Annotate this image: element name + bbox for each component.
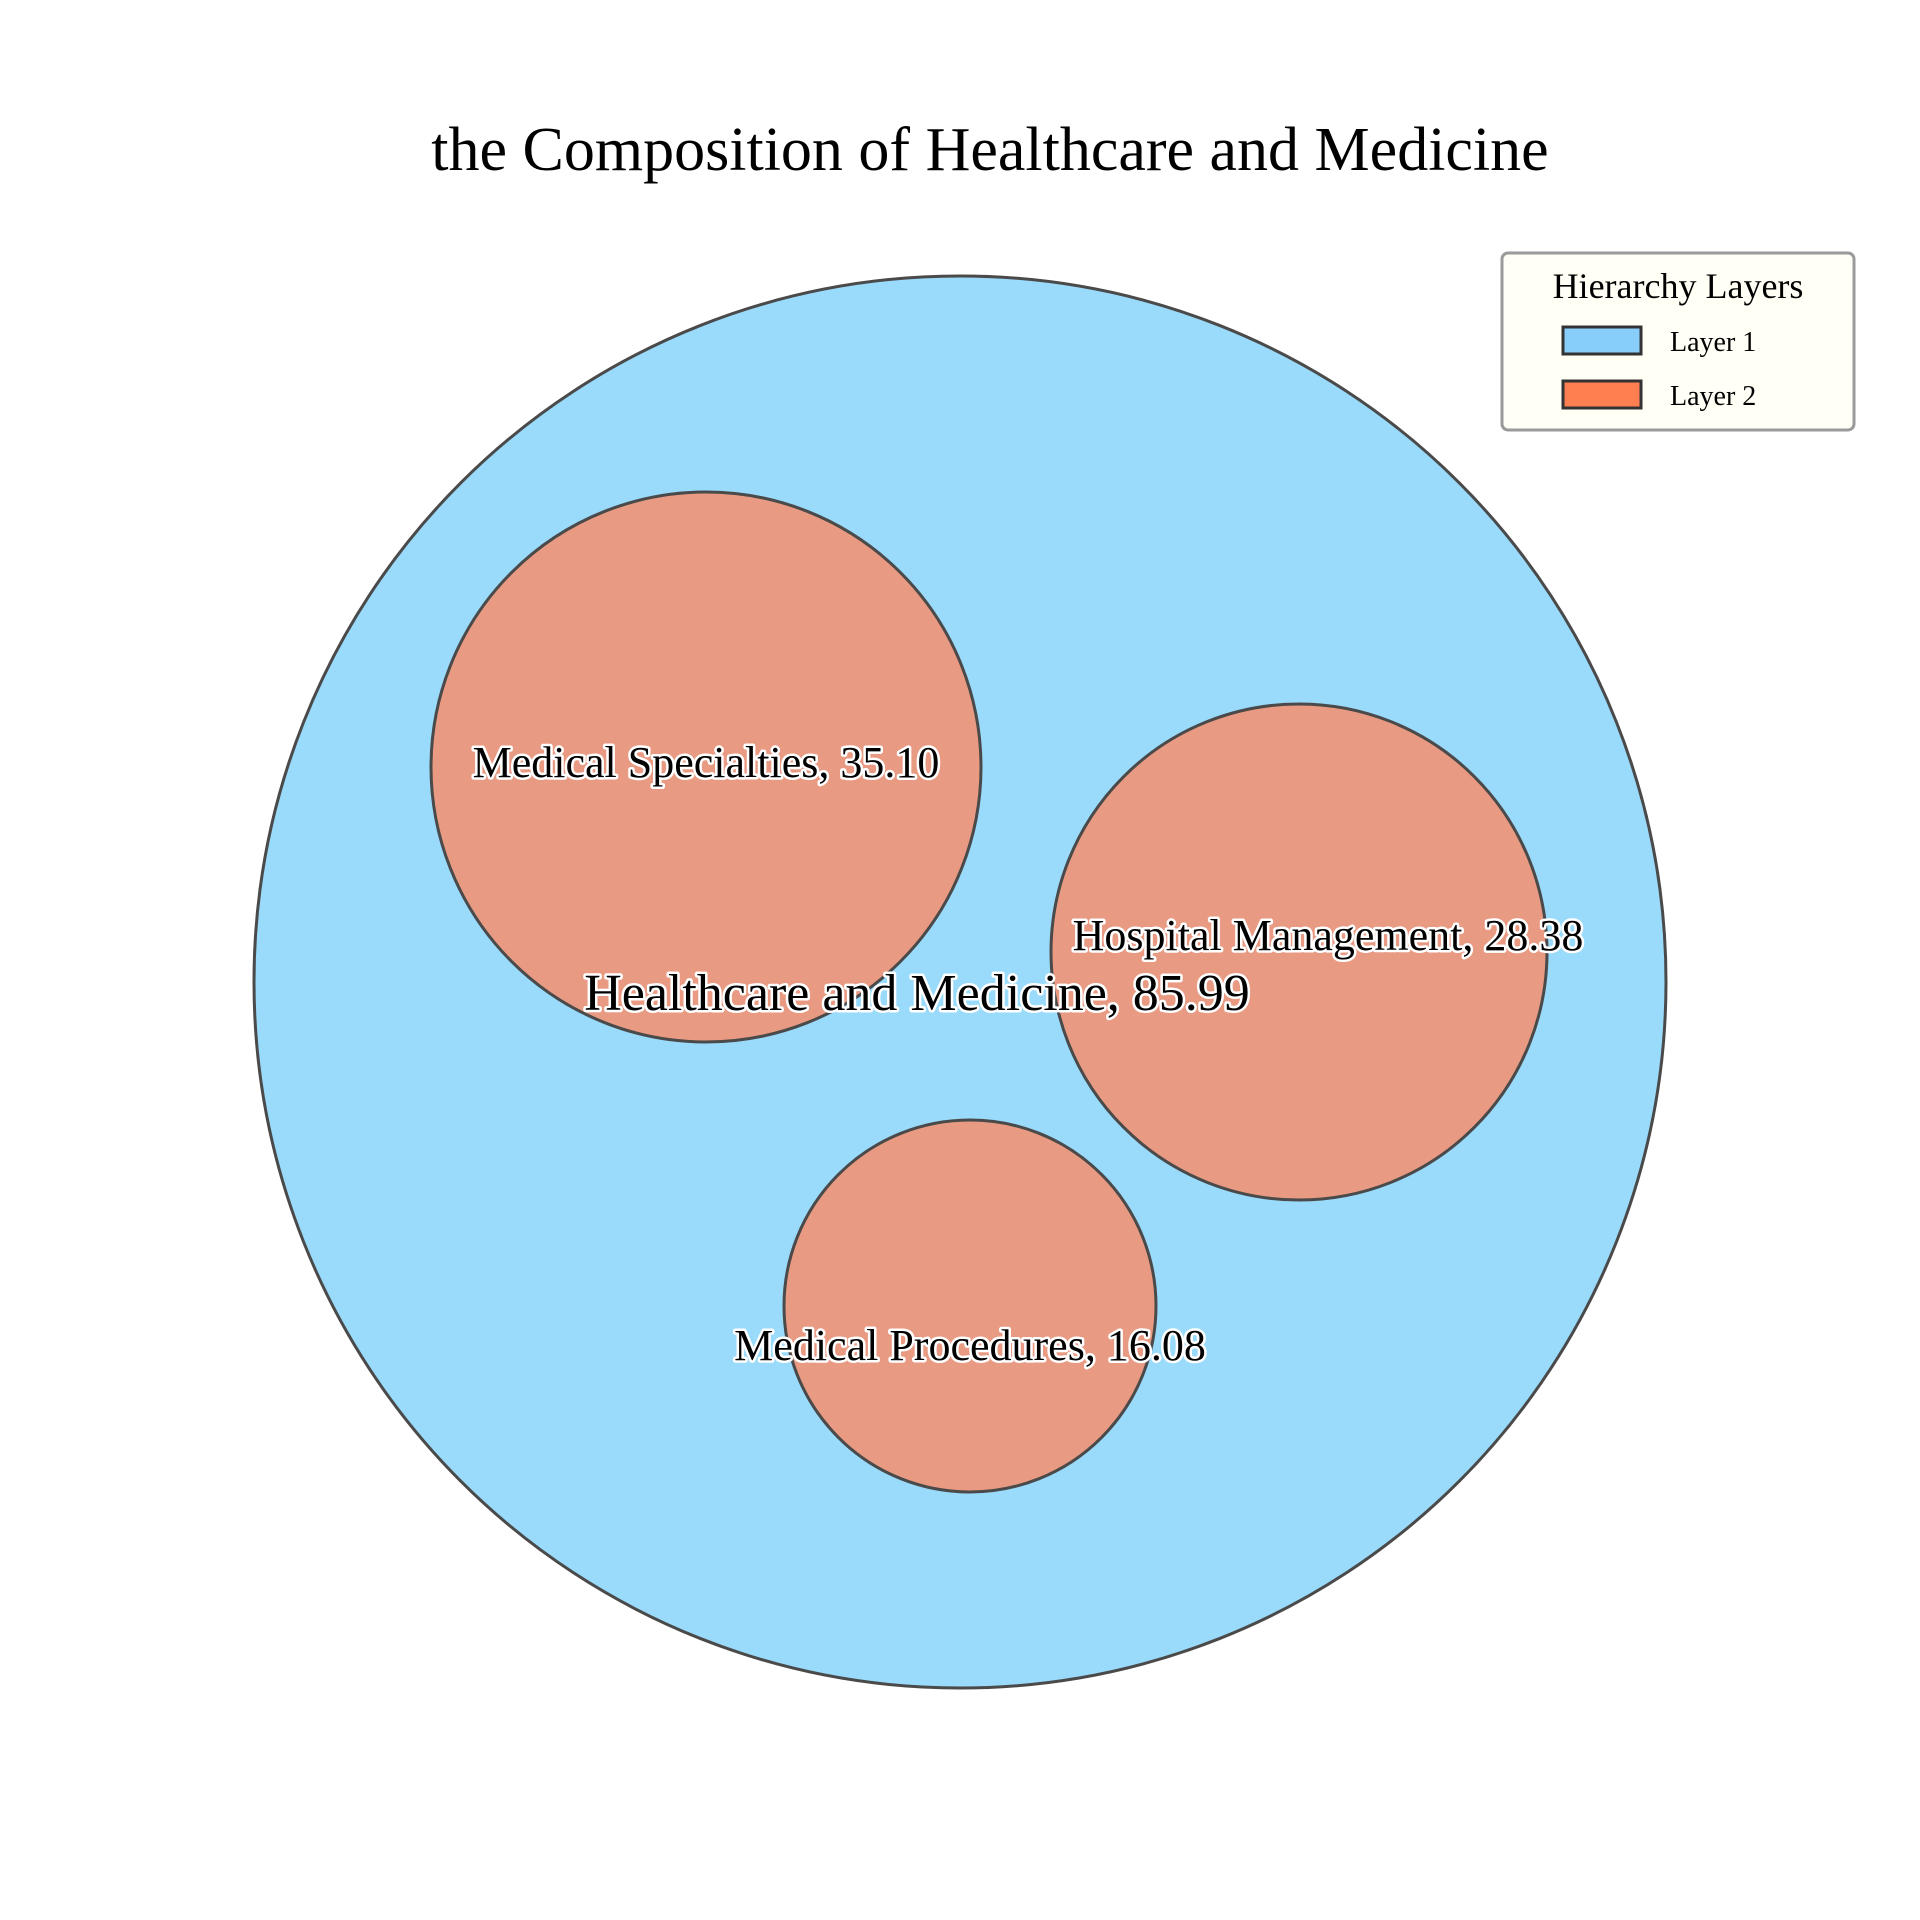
circle-medical-specialties <box>429 490 983 1044</box>
label-healthcare-and-medicine: Healthcare and Medicine, 85.99 <box>584 965 1250 1022</box>
circle-medical-procedures <box>782 1118 1158 1494</box>
circles-layer <box>252 274 1668 1690</box>
labels-layer: Medical Specialties, 35.10 Hospital Manag… <box>470 736 1586 1373</box>
legend-swatch-layer-2 <box>1561 379 1643 410</box>
circle-hospital-management <box>1049 702 1549 1202</box>
legend-label-layer-2: Layer 2 <box>1670 381 1756 412</box>
label-medical-specialties: Medical Specialties, 35.10 <box>473 738 940 787</box>
legend-label-layer-1: Layer 1 <box>1670 327 1756 358</box>
chart-title: the Composition of Healthcare and Medici… <box>431 116 1548 184</box>
label-medical-procedures: Medical Procedures, 16.08 <box>734 1321 1206 1370</box>
legend-swatch-layer-1 <box>1561 325 1643 356</box>
legend: Hierarchy Layers Layer 1 Layer 2 <box>1500 251 1856 432</box>
legend-title: Hierarchy Layers <box>1553 266 1804 306</box>
label-hospital-management: Hospital Management, 28.38 <box>1073 911 1584 960</box>
